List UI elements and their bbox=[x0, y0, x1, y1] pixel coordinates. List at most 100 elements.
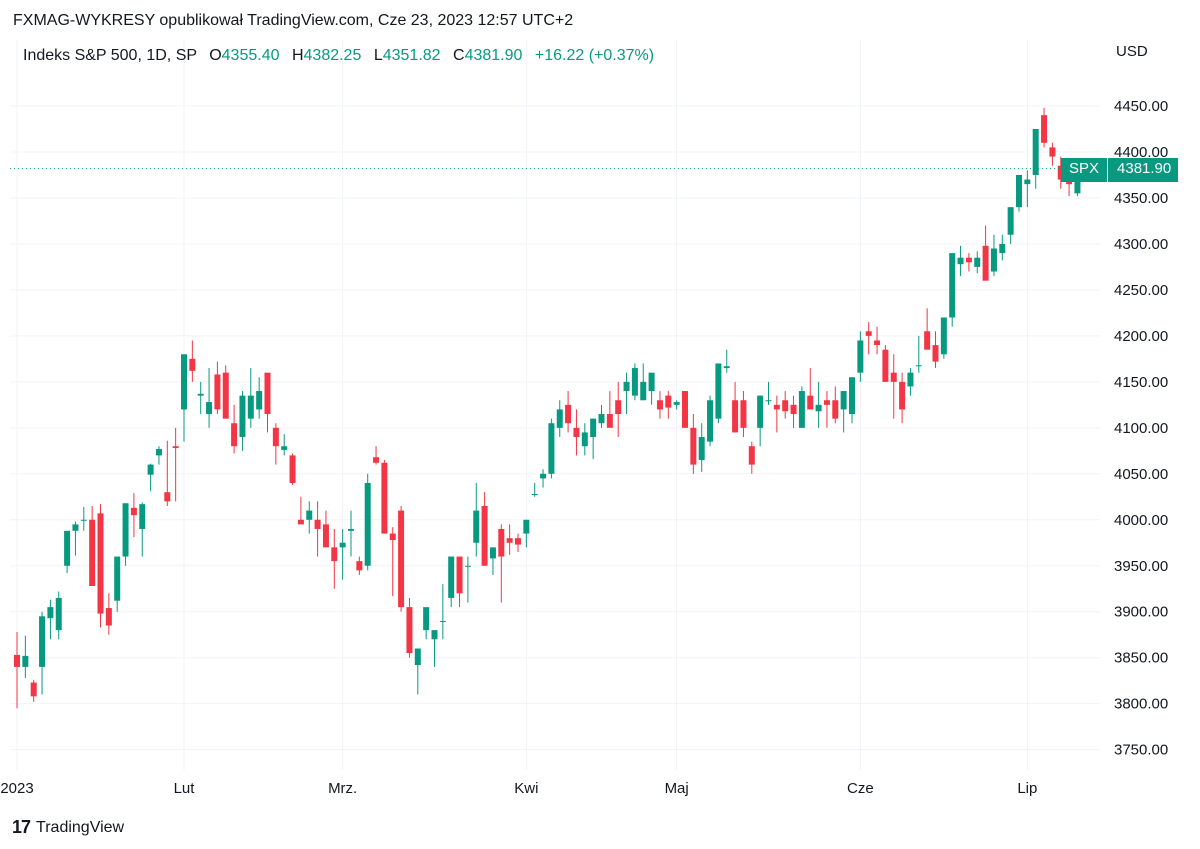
candle-body bbox=[72, 524, 79, 531]
candle-body bbox=[389, 533, 396, 541]
candle-body bbox=[832, 400, 839, 419]
candle-body bbox=[197, 393, 204, 396]
candle-body bbox=[172, 446, 179, 449]
candle-body bbox=[181, 354, 187, 410]
candle-body bbox=[882, 349, 889, 382]
close-label: C bbox=[453, 47, 465, 64]
candle-body bbox=[957, 257, 964, 265]
publisher-line: FXMAG-WYKRESY opublikował TradingView.co… bbox=[13, 12, 574, 29]
y-tick-label: 3850.00 bbox=[1114, 650, 1168, 667]
candle-body bbox=[748, 446, 755, 465]
price-axis[interactable]: 3750.00 3800.00 3850.00 3900.00 3950.00 4000.… bbox=[1114, 98, 1168, 759]
candle-body bbox=[105, 608, 112, 626]
candle-body bbox=[765, 400, 772, 402]
candle-body bbox=[590, 418, 597, 438]
candle-body bbox=[815, 404, 822, 412]
brand-name: TradingView bbox=[36, 818, 125, 836]
candle-body bbox=[757, 395, 764, 428]
x-tick-label: Mrz. bbox=[328, 780, 357, 797]
candle-body bbox=[1007, 207, 1014, 235]
candle-body bbox=[481, 505, 488, 566]
candle-body bbox=[339, 542, 346, 548]
y-tick-label: 3800.00 bbox=[1114, 696, 1168, 713]
candle-body bbox=[222, 372, 229, 419]
candle-body bbox=[381, 462, 388, 534]
candle-body bbox=[89, 519, 96, 586]
candle-body bbox=[548, 423, 555, 474]
candle-body bbox=[615, 400, 622, 415]
candle-body bbox=[114, 556, 121, 601]
candle-body bbox=[623, 381, 630, 392]
candle-body bbox=[155, 448, 162, 456]
change-value: +16.22 (+0.37%) bbox=[534, 47, 655, 64]
candle-body bbox=[640, 381, 647, 401]
candle-body bbox=[773, 404, 780, 410]
symbol-name[interactable]: Indeks S&P 500, 1D, SP bbox=[23, 47, 197, 64]
candle-body bbox=[782, 400, 789, 412]
candle-body bbox=[414, 648, 421, 666]
tradingview-brand[interactable]: 17 TradingView bbox=[12, 817, 124, 838]
y-tick-label: 4350.00 bbox=[1114, 190, 1168, 207]
candle-body bbox=[940, 317, 947, 355]
candle-body bbox=[982, 245, 989, 281]
tradingview-logo-icon: 17 bbox=[12, 817, 31, 837]
candle-body bbox=[264, 372, 271, 415]
candle-body bbox=[55, 597, 62, 631]
candle-body bbox=[147, 464, 154, 475]
candle-body bbox=[289, 455, 296, 483]
candle-body bbox=[740, 400, 747, 428]
candle-body bbox=[1024, 179, 1031, 185]
time-axis[interactable]: 2023 Lut Mrz. Kwi Maj Cze Lip bbox=[0, 780, 1037, 797]
candle-body bbox=[473, 510, 480, 543]
close-value: 4381.90 bbox=[464, 47, 523, 64]
candle-body bbox=[448, 556, 455, 598]
candle-body bbox=[489, 547, 496, 559]
candle-body bbox=[130, 507, 137, 516]
candle-body bbox=[1016, 174, 1022, 208]
grid-lines bbox=[10, 40, 1100, 770]
candle-body bbox=[807, 395, 814, 410]
x-tick-label: Kwi bbox=[514, 780, 538, 797]
candle-body bbox=[915, 365, 922, 367]
candle-body bbox=[239, 395, 246, 438]
candles bbox=[14, 107, 1081, 709]
open-value: 4355.40 bbox=[221, 47, 280, 64]
candle-body bbox=[189, 358, 196, 371]
candle-body bbox=[907, 372, 914, 387]
ohlc-legend: Indeks S&P 500, 1D, SP O4355.40 H4382.25… bbox=[23, 47, 654, 65]
candle-body bbox=[431, 630, 438, 640]
candle-body bbox=[665, 395, 672, 408]
candle-body bbox=[80, 519, 87, 521]
high-label: H bbox=[291, 47, 304, 64]
candle-body bbox=[790, 404, 797, 415]
candle-body bbox=[573, 427, 580, 438]
candle-body bbox=[932, 345, 939, 362]
candle-body bbox=[464, 565, 471, 567]
candle-body bbox=[256, 391, 263, 410]
x-tick-label: Lip bbox=[1017, 780, 1037, 797]
y-tick-label: 4300.00 bbox=[1114, 236, 1168, 253]
x-tick-label: Maj bbox=[665, 780, 689, 797]
candle-body bbox=[373, 457, 380, 463]
candle-body bbox=[14, 654, 20, 667]
x-tick-label: Cze bbox=[847, 780, 874, 797]
candle-body bbox=[364, 482, 371, 566]
candle-body bbox=[47, 607, 54, 619]
candle-body bbox=[798, 391, 805, 428]
y-tick-label: 4200.00 bbox=[1114, 328, 1168, 345]
candle-body bbox=[673, 402, 680, 405]
candle-body bbox=[214, 374, 221, 410]
candle-body bbox=[540, 473, 547, 479]
y-tick-label: 4250.00 bbox=[1114, 282, 1168, 299]
candle-body bbox=[523, 519, 530, 534]
high-value: 4382.25 bbox=[303, 47, 362, 64]
candle-body bbox=[556, 409, 563, 428]
currency-label[interactable]: USD bbox=[1116, 43, 1148, 60]
candle-body bbox=[531, 494, 538, 496]
candle-body bbox=[598, 414, 605, 424]
candle-body bbox=[974, 257, 981, 267]
candle-body bbox=[1032, 128, 1039, 175]
candle-body bbox=[423, 607, 430, 631]
candle-body bbox=[707, 400, 714, 442]
